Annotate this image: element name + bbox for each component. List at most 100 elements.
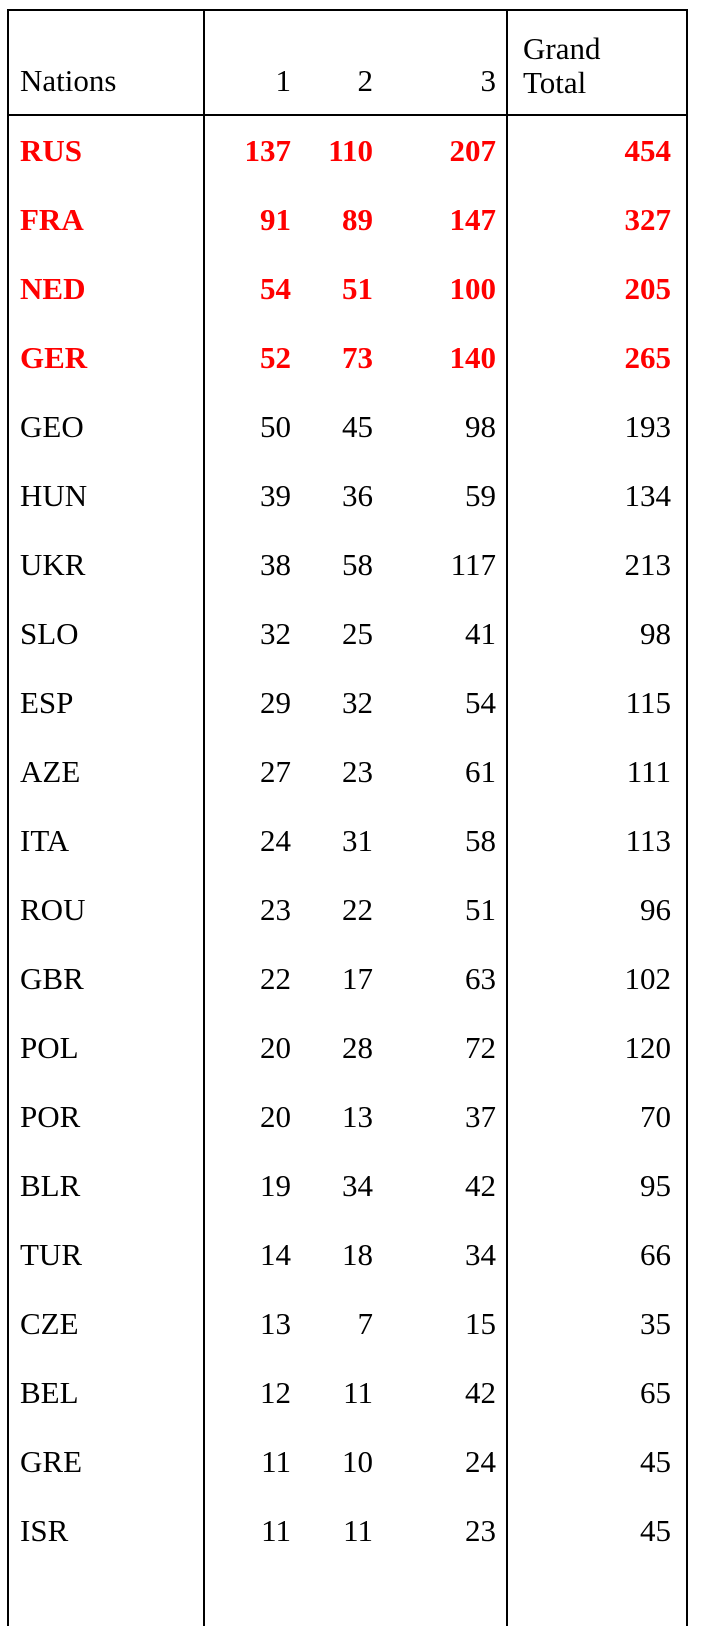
nation-cell: RUS (20, 132, 83, 168)
count-col-2-cell: 89 (342, 201, 373, 237)
nation-cell: NED (20, 270, 86, 306)
grand-total-cell: 102 (624, 960, 672, 996)
count-col-3-cell: 42 (465, 1374, 496, 1410)
count-col-2-cell: 10 (342, 1443, 373, 1479)
count-col-2-cell: 11 (343, 1374, 373, 1410)
count-col-2-cell: 23 (342, 753, 373, 789)
table-row: ISR 11 11 23 45 (7, 1496, 688, 1565)
table-row: CZE 13 7 15 35 (7, 1289, 688, 1358)
count-col-3-cell: 207 (449, 132, 497, 168)
count-col-1-cell: 50 (260, 408, 291, 444)
header-col-2: 2 (357, 63, 374, 98)
count-col-1-cell: 91 (260, 201, 291, 237)
table-header: Nations 1 2 3 Grand Total (7, 9, 688, 116)
count-col-1-cell: 12 (260, 1374, 291, 1410)
table-row: BLR 19 34 42 95 (7, 1151, 688, 1220)
count-col-1-cell: 32 (260, 615, 291, 651)
medal-table: Nations 1 2 3 Grand Total RUS 137 110 207 454… (7, 9, 688, 1565)
nation-cell: GBR (20, 960, 84, 996)
table-row: POL 20 28 72 120 (7, 1013, 688, 1082)
count-col-1-cell: 20 (260, 1029, 291, 1065)
nation-cell: UKR (20, 546, 86, 582)
count-col-1-cell: 19 (260, 1167, 291, 1203)
count-col-2-cell: 18 (342, 1236, 373, 1272)
count-col-1-cell: 54 (260, 270, 291, 306)
count-col-1-cell: 38 (260, 546, 291, 582)
count-col-3-cell: 42 (465, 1167, 496, 1203)
header-grand-total-line1: Grand (523, 31, 601, 66)
count-col-2-cell: 22 (342, 891, 373, 927)
count-col-3-cell: 117 (450, 546, 496, 582)
count-col-3-cell: 58 (465, 822, 496, 858)
grand-total-cell: 120 (624, 1029, 672, 1065)
nation-cell: SLO (20, 615, 79, 651)
count-col-1-cell: 27 (260, 753, 291, 789)
grand-total-cell: 327 (624, 201, 672, 237)
grand-total-cell: 65 (640, 1374, 671, 1410)
header-divider (7, 114, 688, 116)
table-row: GEO 50 45 98 193 (7, 392, 688, 461)
table-row: BEL 12 11 42 65 (7, 1358, 688, 1427)
count-col-3-cell: 24 (465, 1443, 496, 1479)
count-col-3-cell: 63 (465, 960, 496, 996)
table-row: SLO 32 25 41 98 (7, 599, 688, 668)
grand-total-cell: 193 (624, 408, 672, 444)
count-col-1-cell: 137 (244, 132, 292, 168)
medal-table-sheet: Nations 1 2 3 Grand Total RUS 137 110 207 454… (7, 9, 688, 1626)
grand-total-cell: 454 (624, 132, 672, 168)
nation-cell: GRE (20, 1443, 82, 1479)
header-nations: Nations (20, 63, 117, 98)
table-left-border (7, 9, 9, 1626)
count-col-2-cell: 51 (342, 270, 373, 306)
table-row: AZE 27 23 61 111 (7, 737, 688, 806)
table-row: GBR 22 17 63 102 (7, 944, 688, 1013)
grand-total-cell: 213 (624, 546, 672, 582)
count-col-3-cell: 41 (465, 615, 496, 651)
nation-cell: TUR (20, 1236, 82, 1272)
table-row: ESP 29 32 54 115 (7, 668, 688, 737)
count-col-1-cell: 52 (260, 339, 291, 375)
nation-cell: POL (20, 1029, 79, 1065)
nation-column-divider (203, 9, 205, 1626)
table-row: TUR 14 18 34 66 (7, 1220, 688, 1289)
count-col-2-cell: 7 (357, 1305, 374, 1341)
count-col-2-cell: 31 (342, 822, 373, 858)
count-col-2-cell: 11 (343, 1512, 373, 1548)
count-col-1-cell: 39 (260, 477, 291, 513)
count-col-3-cell: 140 (449, 339, 497, 375)
count-col-1-cell: 11 (261, 1443, 291, 1479)
count-col-1-cell: 14 (260, 1236, 291, 1272)
nation-cell: ESP (20, 684, 74, 720)
count-col-3-cell: 34 (465, 1236, 496, 1272)
header-grand-total: Grand Total (506, 9, 688, 116)
header-col-3: 3 (480, 63, 497, 98)
count-col-2-cell: 13 (342, 1098, 373, 1134)
count-col-1-cell: 11 (261, 1512, 291, 1548)
header-row: Nations 1 2 3 Grand Total (7, 9, 688, 116)
total-column-divider (506, 9, 508, 1626)
nation-cell: ISR (20, 1512, 69, 1548)
count-col-1-cell: 13 (260, 1305, 291, 1341)
count-col-1-cell: 22 (260, 960, 291, 996)
table-row: GRE 11 10 24 45 (7, 1427, 688, 1496)
nation-cell: BEL (20, 1374, 79, 1410)
count-col-2-cell: 25 (342, 615, 373, 651)
nation-cell: FRA (20, 201, 84, 237)
header-grand-total-line2: Total (523, 65, 587, 100)
count-col-3-cell: 23 (465, 1512, 496, 1548)
nation-cell: CZE (20, 1305, 79, 1341)
nation-cell: GER (20, 339, 88, 375)
table-row: RUS 137 110 207 454 (7, 116, 688, 185)
count-col-1-cell: 24 (260, 822, 291, 858)
count-col-3-cell: 72 (465, 1029, 496, 1065)
nation-cell: AZE (20, 753, 81, 789)
count-col-2-cell: 36 (342, 477, 373, 513)
grand-total-cell: 95 (640, 1167, 671, 1203)
grand-total-cell: 35 (640, 1305, 671, 1341)
table-row: HUN 39 36 59 134 (7, 461, 688, 530)
nation-cell: ROU (20, 891, 86, 927)
table-row: GER 52 73 140 265 (7, 323, 688, 392)
count-col-3-cell: 37 (465, 1098, 496, 1134)
count-col-2-cell: 73 (342, 339, 373, 375)
count-col-2-cell: 34 (342, 1167, 373, 1203)
